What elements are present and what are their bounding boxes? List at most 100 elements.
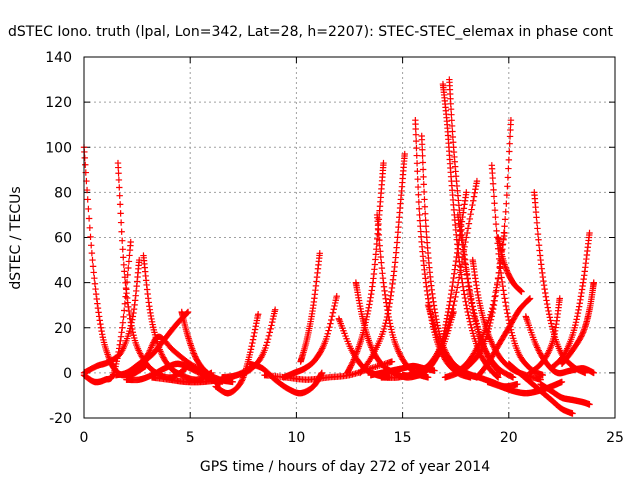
- y-tick-label: 100: [45, 140, 72, 156]
- data-point: [120, 254, 127, 261]
- data-point: [97, 324, 105, 331]
- data-point: [534, 345, 542, 353]
- data-point: [81, 154, 88, 162]
- data-point: [317, 348, 325, 355]
- data-point: [503, 200, 510, 207]
- data-point: [489, 180, 497, 187]
- data-point: [426, 308, 434, 315]
- data-point: [490, 193, 498, 200]
- data-point: [263, 339, 271, 346]
- data-point: [506, 148, 513, 155]
- data-point: [92, 285, 99, 293]
- data-point: [535, 347, 542, 354]
- data-point: [128, 322, 135, 329]
- data-point: [460, 287, 467, 294]
- data-point: [467, 211, 474, 218]
- data-point: [500, 287, 507, 294]
- data-point: [117, 210, 124, 217]
- arc-series: [505, 360, 576, 417]
- data-point: [118, 228, 125, 235]
- data-point: [92, 290, 100, 298]
- data-point: [349, 359, 356, 366]
- data-point: [444, 312, 451, 319]
- data-point: [490, 297, 498, 304]
- data-point: [414, 183, 422, 191]
- data-point: [331, 302, 338, 310]
- data-point: [556, 295, 563, 302]
- data-point: [544, 304, 552, 311]
- data-point: [533, 214, 540, 221]
- data-point: [267, 325, 274, 333]
- data-point: [490, 186, 497, 194]
- data-point: [503, 267, 511, 274]
- data-point: [116, 192, 123, 199]
- data-point: [578, 331, 586, 339]
- data-point: [504, 310, 511, 317]
- data-point: [500, 229, 508, 236]
- data-point: [326, 323, 333, 331]
- data-point: [543, 297, 550, 304]
- data-point: [248, 343, 255, 350]
- x-tick-label: 0: [80, 430, 89, 446]
- data-point: [446, 301, 453, 309]
- data-point: [118, 237, 126, 244]
- data-point: [449, 278, 457, 286]
- data-point: [533, 219, 541, 227]
- data-point: [464, 308, 471, 316]
- data-point: [548, 323, 556, 330]
- data-point: [251, 329, 258, 337]
- data-point: [501, 295, 508, 302]
- data-point: [380, 159, 387, 167]
- data-point: [95, 313, 103, 320]
- data-point: [447, 105, 455, 113]
- data-point: [469, 201, 476, 209]
- data-point: [501, 216, 509, 223]
- data-point: [82, 161, 89, 168]
- data-point: [503, 191, 511, 199]
- data-point: [269, 315, 277, 323]
- data-point: [542, 293, 550, 300]
- data-point: [263, 342, 270, 349]
- data-point: [492, 214, 499, 221]
- data-point: [94, 300, 101, 307]
- data-point: [125, 264, 132, 272]
- data-point: [452, 293, 459, 301]
- data-point: [534, 225, 541, 232]
- data-point: [238, 377, 246, 384]
- data-point: [434, 334, 442, 342]
- data-point: [159, 353, 166, 360]
- data-point: [575, 303, 583, 310]
- data-point: [443, 318, 450, 325]
- data-point: [229, 378, 236, 386]
- data-point: [526, 295, 534, 302]
- data-point: [574, 309, 582, 317]
- data-point: [577, 334, 584, 342]
- data-point: [494, 279, 501, 287]
- data-point: [543, 300, 551, 308]
- x-tick-label: 25: [606, 430, 624, 446]
- data-point: [465, 312, 472, 319]
- data-point: [453, 289, 460, 296]
- data-point: [145, 350, 152, 357]
- y-tick-label: 0: [63, 366, 72, 382]
- data-point: [325, 327, 332, 334]
- data-point: [454, 284, 461, 291]
- data-point: [377, 248, 384, 255]
- data-point: [419, 152, 426, 160]
- data-point: [491, 207, 499, 214]
- data-point: [364, 307, 372, 315]
- data-point: [461, 291, 468, 298]
- data-point: [458, 275, 466, 282]
- data-point: [469, 306, 477, 313]
- data-point: [547, 317, 554, 324]
- data-point: [545, 307, 552, 315]
- data-point: [316, 250, 323, 257]
- data-point: [447, 290, 455, 298]
- data-point: [535, 236, 542, 243]
- data-point: [508, 319, 516, 326]
- data-point: [383, 316, 390, 324]
- data-point: [422, 210, 429, 217]
- data-point: [502, 299, 509, 306]
- data-point: [97, 320, 104, 328]
- data-point: [413, 152, 420, 159]
